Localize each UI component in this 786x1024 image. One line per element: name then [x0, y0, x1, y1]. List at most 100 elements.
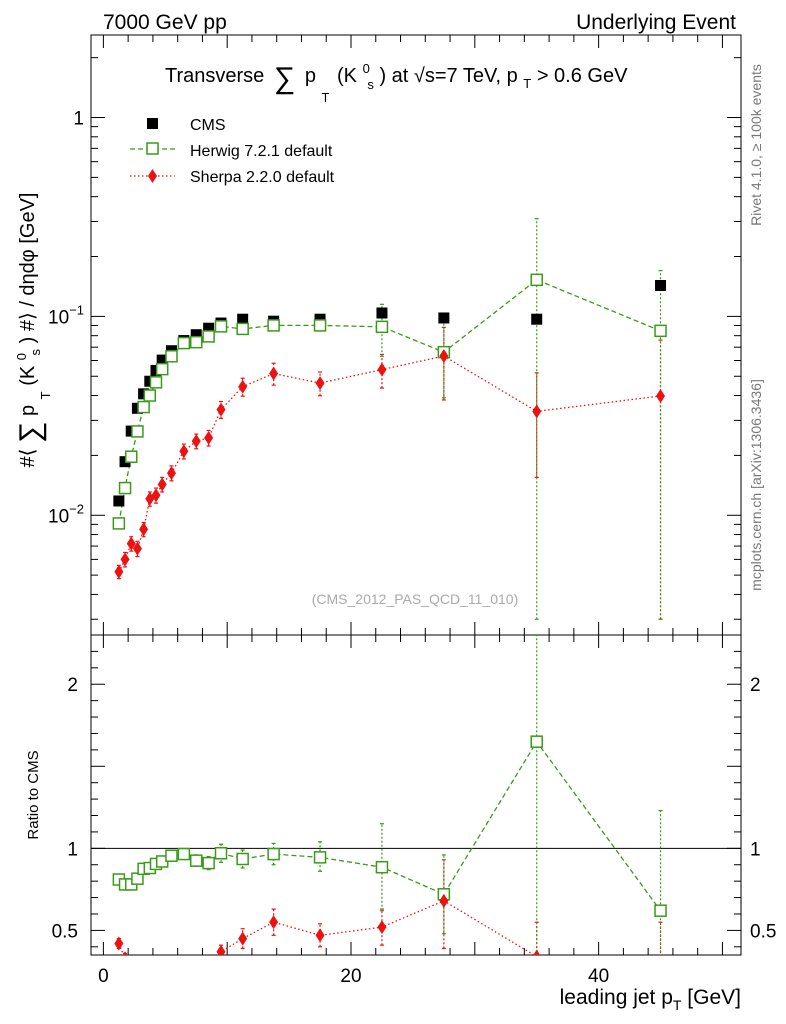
herwig-point	[177, 336, 191, 350]
sherpa-ratio-point	[204, 959, 213, 973]
herwig-point	[654, 324, 667, 338]
sherpa-ratio-point	[192, 958, 201, 972]
sherpa-point	[269, 366, 279, 381]
ratio-plot-frame	[90, 634, 742, 956]
sherpa-ratio-point	[133, 973, 142, 987]
legend-sherpa-marker	[148, 169, 157, 183]
main-axis-ticks: 1 10−1 10−2	[48, 35, 741, 635]
mcplots-label: mcplots.cern.ch [arXiv:1306.3436]	[748, 379, 764, 591]
legend-cms-label: CMS	[190, 117, 226, 134]
herwig-point	[313, 319, 327, 332]
x-tick-label: 40	[588, 966, 609, 987]
cms-point	[438, 312, 450, 324]
title-p: p	[305, 65, 316, 87]
cms-point	[531, 313, 543, 325]
title-rest: ) at √s=7 TeV, p	[379, 65, 517, 87]
x-axis-label: leading jet pT [GeV]	[560, 986, 741, 1013]
herwig-point	[124, 450, 138, 463]
main-y-label: #⟨ ∑ p T (K 0 s ) #⟩ / dηdφ [GeV]	[9, 193, 55, 468]
ratio-y-tick-label-left: 0.5	[52, 921, 78, 942]
title-end: > 0.6 GeV	[537, 65, 628, 87]
herwig-ratio-point	[202, 856, 215, 870]
cms-point	[190, 329, 202, 341]
sherpa-point	[139, 522, 149, 537]
herwig-ratio-point	[375, 860, 389, 874]
sherpa-point	[191, 434, 201, 449]
sherpa-ratio-point	[439, 893, 449, 908]
herwig-ratio-point	[214, 847, 228, 860]
sherpa-ratio-point	[179, 959, 188, 973]
header-right: Underlying Event	[576, 11, 736, 34]
herwig-ratio-point	[236, 852, 249, 866]
herwig-point	[375, 320, 389, 334]
sherpa-point	[216, 402, 226, 417]
sherpa-point	[315, 376, 325, 391]
herwig-point	[143, 389, 157, 402]
header-left: 7000 GeV pp	[103, 11, 227, 34]
cms-point	[156, 354, 168, 366]
analysis-watermark: (CMS_2012_PAS_QCD_11_010)	[312, 591, 519, 607]
sherpa-ratio-point	[114, 936, 124, 951]
main-title: Transverse ∑ p T (K 0 s ) at √s=7 TeV, p…	[165, 56, 628, 107]
cms-point	[376, 307, 388, 319]
sherpa-point	[157, 477, 167, 492]
herwig-point	[202, 330, 215, 343]
sherpa-ratio-line	[118, 900, 536, 955]
herwig-ratio-point	[654, 904, 667, 917]
sherpa-ratio-point	[158, 966, 167, 980]
title-paren: (K	[337, 65, 358, 87]
sherpa-ratio-point	[656, 959, 665, 973]
main-plot-frame	[90, 34, 742, 636]
ratio-y-tick-label-left: 1	[67, 839, 78, 860]
sherpa-point	[377, 362, 387, 377]
sherpa-ratio-point	[167, 966, 176, 980]
herwig-point	[155, 362, 169, 376]
main-y-tick-label: 10−2	[48, 501, 84, 527]
ratio-data-layer	[112, 635, 667, 987]
herwig-point	[189, 335, 203, 349]
cms-point	[655, 280, 667, 292]
sherpa-point	[204, 430, 214, 445]
sherpa-ratio-point	[269, 915, 279, 930]
cms-point	[203, 322, 215, 334]
sherpa-point	[439, 349, 449, 364]
sherpa-point	[179, 444, 189, 459]
main-y-tick-label: 10−1	[48, 302, 84, 328]
herwig-point	[165, 350, 178, 363]
main-y-tick-label: 1	[73, 109, 84, 130]
x-tick-label: 20	[340, 966, 361, 987]
herwig-ratio-point	[267, 847, 280, 861]
herwig-ratio-line	[118, 740, 662, 912]
sherpa-ratio-point	[145, 963, 154, 977]
sherpa-point	[151, 488, 161, 503]
herwig-point	[149, 376, 163, 389]
ratio-y-tick-label-right: 2	[750, 675, 761, 696]
sherpa-point	[120, 552, 130, 567]
herwig-line	[118, 279, 661, 524]
sherpa-ratio-point	[533, 949, 541, 955]
sherpa-ratio-point	[238, 931, 248, 946]
herwig-point	[267, 319, 280, 332]
cms-point	[237, 313, 249, 325]
ratio-y-tick-label-right: 1	[750, 839, 761, 860]
sherpa-line	[118, 355, 661, 573]
sherpa-point	[132, 541, 142, 556]
sherpa-point	[114, 564, 124, 579]
x-tick-label: 0	[98, 966, 109, 987]
sherpa-ratio-point	[152, 966, 161, 980]
legend-herwig-marker	[146, 142, 159, 155]
herwig-ratio-point	[530, 735, 543, 748]
herwig-ratio-point	[165, 849, 178, 862]
title-sum: ∑	[274, 62, 295, 95]
legend-herwig-label: Herwig 7.2.1 default	[190, 143, 333, 160]
sherpa-ratio-point	[139, 971, 148, 985]
herwig-ratio-point	[177, 847, 191, 861]
sherpa-ratio-point	[216, 944, 226, 955]
sherpa-point	[238, 379, 248, 394]
herwig-point	[131, 425, 144, 438]
sherpa-point	[166, 466, 176, 481]
herwig-point	[112, 517, 126, 530]
ratio-y-tick-label-right: 0.5	[750, 921, 776, 942]
title-part-a: Transverse	[165, 65, 264, 87]
